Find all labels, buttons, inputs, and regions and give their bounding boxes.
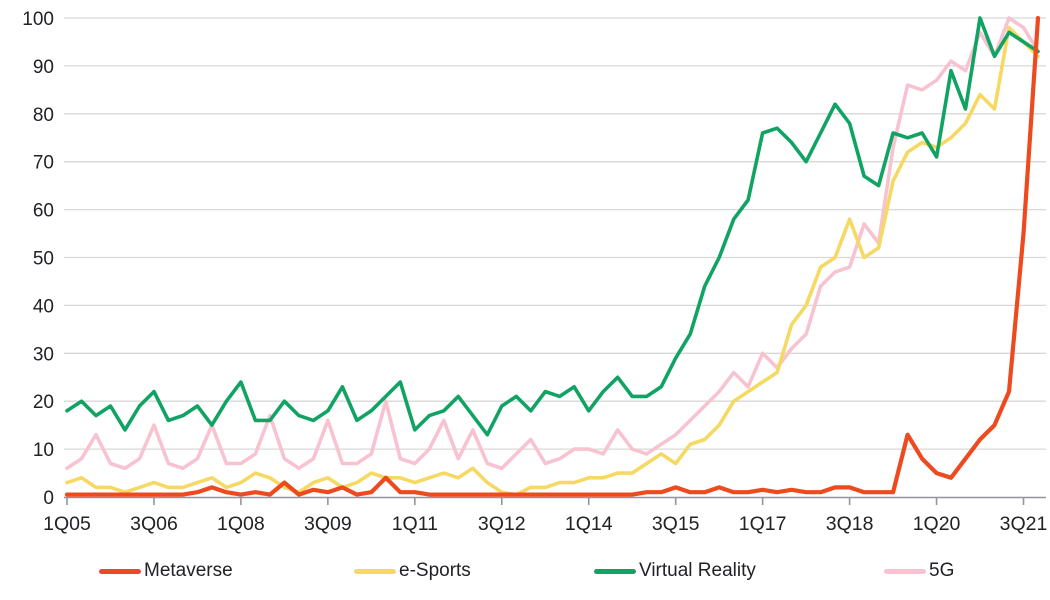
legend-item-virtual-reality[interactable]: Virtual Reality [594,556,756,586]
x-axis-label-1Q05: 1Q05 [43,513,91,535]
legend-label-virtual-reality: Virtual Reality [639,560,756,581]
x-axis-label-3Q06: 3Q06 [130,513,178,535]
y-axis-label-100: 100 [22,9,54,30]
y-axis-label-30: 30 [33,344,54,365]
legend-label-5g: 5G [929,560,955,581]
chart-legend: Metaverse e-Sports Virtual Reality 5G [0,556,1050,596]
y-axis-label-90: 90 [33,57,54,78]
legend-label-esports: e-Sports [399,560,471,581]
y-axis-label-10: 10 [33,440,54,461]
x-axis-label-1Q08: 1Q08 [217,513,265,535]
y-axis-label-80: 80 [33,105,54,126]
x-axis-label-3Q15: 3Q15 [652,513,700,535]
series-line-virtual-reality [65,16,1040,437]
x-axis-label-3Q18: 3Q18 [826,513,874,535]
x-axis-label-3Q09: 3Q09 [304,513,352,535]
y-axis-label-20: 20 [33,392,54,413]
x-axis-label-1Q20: 1Q20 [913,513,961,535]
x-axis-label-1Q14: 1Q14 [565,513,613,535]
legend-item-esports[interactable]: e-Sports [354,556,471,586]
legend-item-5g[interactable]: 5G [884,556,954,586]
virtual-reality-line-swatch [594,568,636,574]
5g-line-swatch [884,568,926,574]
esports-line-swatch [354,568,396,574]
legend-item-metaverse[interactable]: Metaverse [99,556,233,586]
y-axis-label-60: 60 [33,201,54,222]
y-axis-label-50: 50 [33,249,54,270]
series-line-e-sports [65,25,1040,497]
y-axis-label-0: 0 [43,488,54,509]
x-axis-label-1Q17: 1Q17 [739,513,787,535]
x-axis-label-3Q21: 3Q21 [1000,513,1048,535]
x-axis-label-3Q12: 3Q12 [478,513,526,535]
legend-label-metaverse: Metaverse [144,560,233,581]
y-axis-label-40: 40 [33,296,54,317]
chart-plot-area: 0 10 20 30 40 50 60 70 80 90 100 1Q05 3Q06 1Q08 3Q09 1Q… [22,9,1048,535]
x-axis-label-1Q11: 1Q11 [392,513,438,535]
series-line-5g [65,16,1040,471]
y-axis-label-70: 70 [33,153,54,174]
series-line-metaverse [64,15,1041,497]
metaverse-line-swatch [99,568,141,574]
